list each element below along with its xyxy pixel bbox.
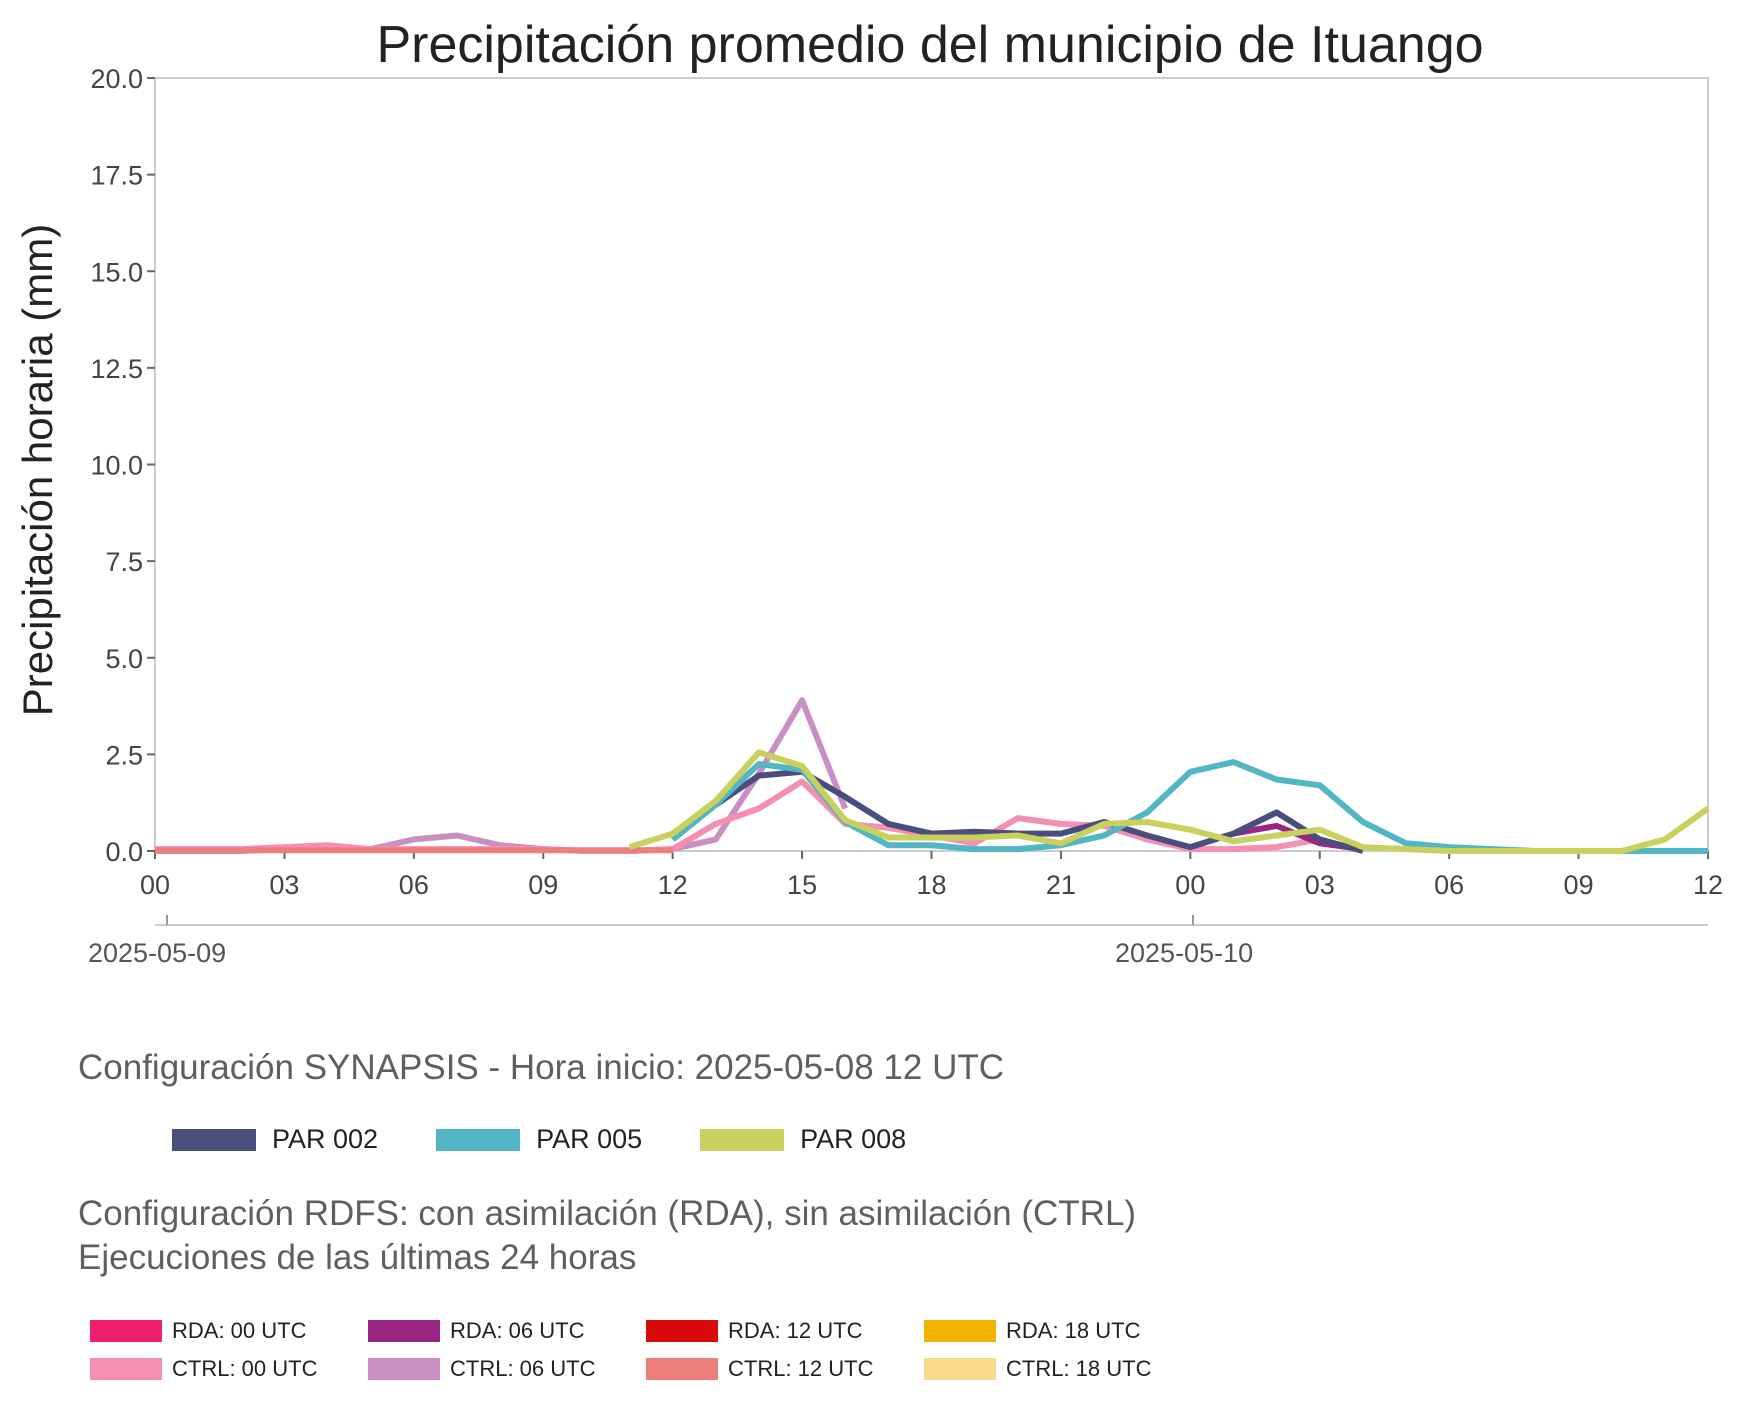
synapsis-legend: PAR 002 PAR 005 PAR 008 — [172, 1124, 964, 1155]
series-line-ctrl-00-utc — [155, 778, 1321, 854]
legend-swatch — [368, 1358, 440, 1380]
x-tick-label: 00 — [140, 870, 170, 900]
y-tick-label: 20.0 — [90, 64, 143, 94]
x-tick-label: 12 — [1693, 870, 1723, 900]
x-tick-label: 06 — [399, 870, 429, 900]
legend-swatch — [700, 1128, 785, 1151]
series-lines — [155, 697, 1710, 854]
legend-swatch — [924, 1358, 996, 1380]
x-tick-label: 12 — [658, 870, 688, 900]
legend-item-rda-06: RDA: 06 UTC — [368, 1318, 646, 1344]
legend-label: CTRL: 18 UTC — [1006, 1356, 1152, 1381]
x-tick-label: 21 — [1046, 870, 1076, 900]
y-axis: 0.0 2.5 5.0 7.5 10.0 12.5 15.0 17.5 20.0 — [90, 64, 155, 867]
legend-swatch — [436, 1128, 521, 1151]
legend-label: PAR 008 — [800, 1124, 907, 1154]
x-tick-label: 03 — [1305, 870, 1335, 900]
y-tick-label: 5.0 — [105, 644, 143, 674]
legend-label: RDA: 12 UTC — [728, 1318, 863, 1343]
plot-frame — [154, 77, 1709, 852]
legend-label: RDA: 18 UTC — [1006, 1318, 1141, 1343]
x-tick-label: 18 — [916, 870, 946, 900]
y-tick-label: 15.0 — [90, 257, 143, 287]
date-label-2025-05-10: 2025-05-10 — [1115, 938, 1253, 968]
x-tick-label: 09 — [1564, 870, 1594, 900]
legend-label: CTRL: 06 UTC — [450, 1356, 596, 1381]
legend-label: RDA: 00 UTC — [172, 1318, 307, 1343]
rdfs-legend: RDA: 00 UTC RDA: 06 UTC RDA: 12 UTC RDA:… — [90, 1318, 1202, 1382]
y-tick-label: 17.5 — [90, 161, 143, 191]
y-tick-label: 12.5 — [90, 354, 143, 384]
y-tick-label: 10.0 — [90, 451, 143, 481]
legend-item-ctrl-06: CTRL: 06 UTC — [368, 1356, 646, 1382]
legend-label: PAR 005 — [536, 1124, 643, 1154]
x-tick-label: 06 — [1434, 870, 1464, 900]
y-tick-label: 7.5 — [105, 547, 143, 577]
y-tick-label: 0.0 — [105, 837, 143, 867]
legend-item-rda-18: RDA: 18 UTC — [924, 1318, 1202, 1344]
legend-swatch — [368, 1320, 440, 1342]
x-axis: 00 03 06 09 12 15 18 21 00 03 06 09 12 — [140, 851, 1723, 900]
legend-label: RDA: 06 UTC — [450, 1318, 585, 1343]
legend-swatch — [646, 1320, 718, 1342]
legend-item-par-002: PAR 002 — [172, 1124, 436, 1155]
legend-item-par-005: PAR 005 — [436, 1124, 700, 1155]
legend-swatch — [90, 1358, 162, 1380]
y-axis-label: Precipitación horaria (mm) — [14, 224, 61, 716]
date-label-2025-05-09: 2025-05-09 — [88, 938, 226, 968]
legend-label: CTRL: 00 UTC — [172, 1356, 318, 1381]
legend-swatch — [90, 1320, 162, 1342]
legend-swatch — [646, 1358, 718, 1380]
legend-item-ctrl-18: CTRL: 18 UTC — [924, 1356, 1202, 1382]
x-tick-label: 09 — [528, 870, 558, 900]
series-line-par-008 — [628, 749, 1710, 854]
precipitation-chart: Precipitación promedio del municipio de … — [14, 16, 1723, 968]
legend-item-ctrl-00: CTRL: 00 UTC — [90, 1356, 368, 1382]
y-tick-label: 2.5 — [105, 740, 143, 770]
legend-label: CTRL: 12 UTC — [728, 1356, 874, 1381]
chart-title: Precipitación promedio del municipio de … — [376, 16, 1483, 74]
rdfs-legend-title: Configuración RDFS: con asimilación (RDA… — [78, 1194, 1137, 1277]
x-tick-label: 03 — [269, 870, 299, 900]
legend-swatch — [172, 1128, 256, 1151]
synapsis-legend-title: Configuración SYNAPSIS - Hora inicio: 20… — [78, 1048, 1004, 1087]
x-tick-label: 00 — [1175, 870, 1205, 900]
legend-label: PAR 002 — [272, 1124, 379, 1154]
legend-item-rda-00: RDA: 00 UTC — [90, 1318, 368, 1344]
legend-item-par-008: PAR 008 — [700, 1124, 964, 1155]
legend-item-ctrl-12: CTRL: 12 UTC — [646, 1356, 924, 1382]
legend-swatch — [924, 1320, 996, 1342]
x-tick-label: 15 — [787, 870, 817, 900]
legend-item-rda-12: RDA: 12 UTC — [646, 1318, 924, 1344]
